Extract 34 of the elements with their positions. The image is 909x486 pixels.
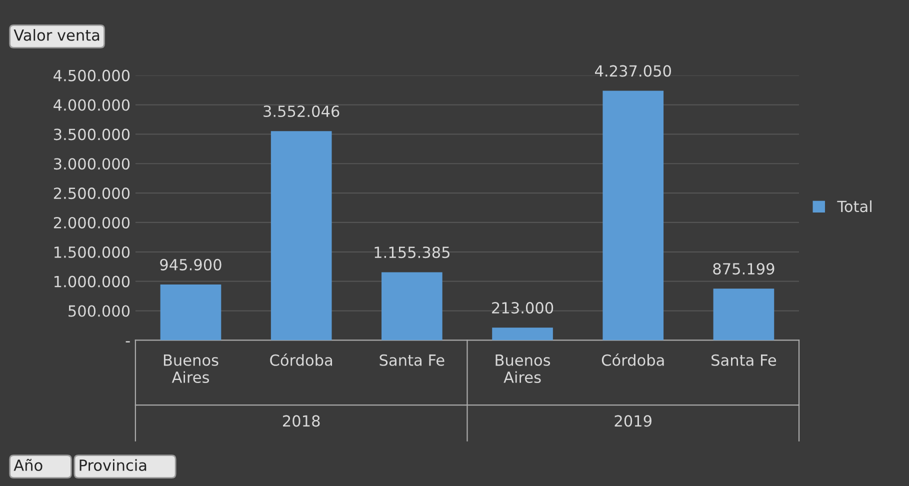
bar xyxy=(270,131,332,340)
y-tick-label: 4.500.000 xyxy=(54,70,130,82)
text: Valor venta xyxy=(14,29,100,41)
y-tick-label: 4.000.000 xyxy=(54,99,130,111)
data-label: 945.900 xyxy=(160,258,222,270)
x-tick-label: Córdoba xyxy=(602,353,664,366)
y-tick-label: 1.000.000 xyxy=(54,276,130,288)
bar xyxy=(713,288,774,340)
x-tick-label: Santa Fe xyxy=(712,354,776,366)
y-tick-label: 500.000 xyxy=(68,305,130,317)
x-tick-label: Buenos Aires xyxy=(496,354,550,384)
text: 2018 xyxy=(283,415,320,427)
y-tick-label: 3.500.000 xyxy=(54,128,130,140)
data-label: 4.237.050 xyxy=(594,65,671,77)
bar xyxy=(160,284,222,340)
bar xyxy=(602,90,664,340)
x-tick-label: Buenos Aires xyxy=(164,354,218,384)
text: Año xyxy=(14,458,42,471)
y-tick-label: 3.000.000 xyxy=(54,158,130,170)
text: Provincia xyxy=(80,459,146,471)
x-tick-label: Santa Fe xyxy=(380,354,444,366)
bar xyxy=(492,328,553,340)
legend-label: Total xyxy=(837,200,872,212)
data-label: 1.155.385 xyxy=(374,246,450,258)
data-label: 3.552.046 xyxy=(264,106,340,118)
x-tick-label: Córdoba xyxy=(270,353,332,366)
bar xyxy=(382,272,442,340)
data-label: 213.000 xyxy=(492,302,554,314)
y-tick-label: 1.500.000 xyxy=(54,246,130,258)
data-label: 875.199 xyxy=(713,263,774,275)
y-tick-label: 2.500.000 xyxy=(54,188,130,200)
y-tick-label: - xyxy=(126,341,130,342)
y-tick-label: 2.000.000 xyxy=(54,216,130,228)
text: 2019 xyxy=(614,415,652,427)
